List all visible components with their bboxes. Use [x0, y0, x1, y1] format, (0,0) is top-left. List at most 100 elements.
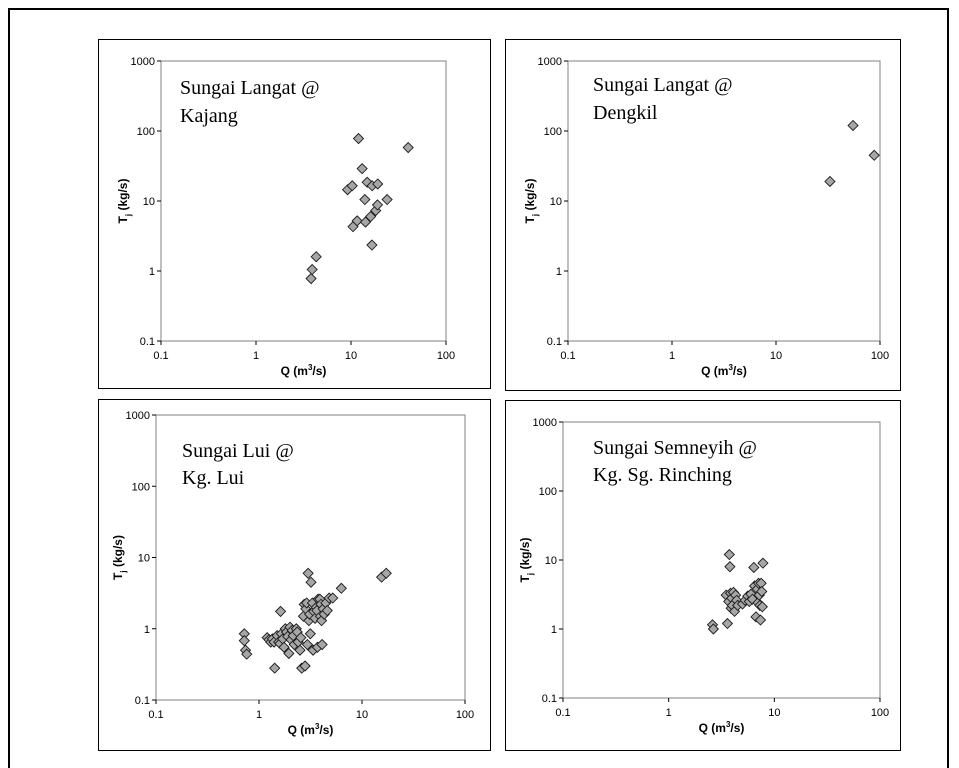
- data-point: [241, 648, 253, 660]
- data-point: [352, 132, 365, 145]
- data-point: [304, 628, 316, 640]
- y-tick-label: 10: [143, 196, 155, 208]
- data-point: [748, 561, 760, 574]
- data-point: [274, 605, 287, 618]
- data-point: [283, 647, 295, 660]
- x-tick-label: 1: [666, 707, 672, 719]
- data-point: [310, 251, 322, 263]
- data-point: [316, 638, 328, 651]
- data-point: [359, 193, 371, 206]
- station-title-line: Sungai Semneyih @: [593, 437, 757, 459]
- y-tick-label: 1: [144, 624, 150, 636]
- x-tick-label: 100: [437, 350, 455, 362]
- y-tick-label: 100: [544, 126, 562, 138]
- station-title-line: Dengkil: [593, 102, 658, 124]
- data-point: [269, 662, 281, 674]
- chart-panel-kajang: 0.1 1 10 100 0.1 1 10 100 1000 Q (m3/s) Tj (kg/s) S…: [98, 39, 491, 389]
- station-title-line: Kajang: [180, 105, 238, 127]
- x-tick-label: 10: [768, 707, 780, 719]
- y-tick-label: 1: [551, 624, 557, 636]
- x-tick-label: 0.1: [153, 350, 168, 362]
- data-point: [757, 557, 769, 569]
- x-axis-title: Q (m3/s): [288, 722, 334, 737]
- station-title-line: Kg. Lui: [182, 467, 245, 489]
- y-tick-label: 1: [556, 266, 562, 278]
- x-tick-label: 10: [345, 350, 357, 362]
- data-point: [302, 567, 314, 579]
- y-tick-label: 0.1: [542, 693, 557, 705]
- y-axis-title: Tj (kg/s): [111, 535, 128, 580]
- data-point: [372, 178, 384, 190]
- chart-svg-dengkil: 0.1 1 10 100 0.1 1 10 100 1000 Q (m3/s) Tj (kg/s) S…: [523, 56, 889, 378]
- data-point: [402, 141, 414, 154]
- data-point: [351, 215, 363, 227]
- chart-svg-kg-lui: 0.1 1 10 100 0.1 1 10 100 1000 Q (m3/s) Tj (kg/s) S…: [111, 410, 474, 737]
- data-point: [868, 149, 880, 161]
- y-tick-label: 10: [138, 553, 150, 565]
- chart-panel-kg-lui: 0.1 1 10 100 0.1 1 10 100 1000 Q (m3/s) Tj (kg/s) S…: [98, 399, 491, 751]
- figure-frame: [8, 8, 949, 768]
- x-tick-label: 1: [669, 350, 675, 362]
- data-point: [366, 239, 378, 251]
- data-point: [380, 567, 392, 579]
- data-point: [756, 601, 768, 613]
- y-tick-label: 1000: [131, 56, 155, 68]
- x-tick-label: 0.1: [555, 707, 570, 719]
- station-title-line: Sungai Langat @: [593, 74, 733, 96]
- x-axis-title: Q (m3/s): [281, 363, 327, 378]
- x-tick-label: 0.1: [148, 709, 163, 721]
- data-point: [724, 561, 736, 573]
- y-tick-label: 100: [539, 486, 557, 498]
- data-point: [721, 617, 734, 630]
- y-tick-label: 0.1: [140, 336, 155, 348]
- chart-panel-rinching: 0.1 1 10 100 0.1 1 10 100 1000 Q (m3/s) Tj (kg/s) S…: [505, 400, 901, 751]
- chart-svg-rinching: 0.1 1 10 100 0.1 1 10 100 1000 Q (m3/s) Tj (kg/s) S…: [518, 417, 889, 735]
- data-point: [321, 604, 333, 617]
- x-tick-label: 100: [871, 350, 889, 362]
- x-axis-title: Q (m3/s): [699, 720, 745, 735]
- plot-area: [160, 60, 447, 342]
- data-point: [371, 199, 384, 211]
- data-point: [723, 548, 735, 561]
- x-tick-label: 10: [770, 350, 782, 362]
- x-tick-label: 1: [253, 350, 259, 362]
- x-axis-title: Q (m3/s): [701, 363, 747, 378]
- data-point: [346, 180, 358, 192]
- x-tick-label: 0.1: [560, 350, 575, 362]
- chart-panel-dengkil: 0.1 1 10 100 0.1 1 10 100 1000 Q (m3/s) Tj (kg/s) S…: [505, 39, 901, 391]
- data-point: [295, 632, 307, 644]
- y-tick-label: 1000: [533, 417, 557, 429]
- data-point: [327, 592, 339, 604]
- station-title-line: Sungai Lui @: [182, 440, 294, 462]
- data-point: [238, 635, 250, 647]
- y-axis-title: Tj (kg/s): [518, 538, 535, 583]
- data-point: [359, 216, 372, 228]
- data-point: [707, 623, 720, 635]
- x-tick-label: 100: [871, 707, 889, 719]
- station-title-line: Sungai Langat @: [180, 77, 320, 99]
- data-point: [824, 175, 836, 188]
- data-point: [278, 641, 290, 653]
- y-tick-label: 10: [545, 555, 557, 567]
- y-tick-label: 1: [149, 266, 155, 278]
- data-point: [305, 272, 317, 285]
- data-point: [847, 119, 859, 132]
- y-tick-label: 100: [137, 126, 155, 138]
- y-tick-label: 10: [550, 196, 562, 208]
- data-point: [335, 582, 347, 594]
- station-title-line: Kg. Sg. Rinching: [593, 464, 732, 486]
- data-point: [754, 614, 767, 626]
- y-tick-label: 1000: [538, 56, 562, 68]
- data-point: [356, 162, 368, 175]
- data-point: [365, 210, 377, 223]
- y-tick-label: 100: [132, 481, 150, 493]
- y-axis-title: Tj (kg/s): [116, 179, 133, 224]
- data-point: [756, 585, 768, 598]
- data-point: [294, 644, 306, 656]
- data-point: [305, 576, 317, 588]
- data-point: [381, 193, 393, 206]
- x-tick-label: 1: [256, 709, 262, 721]
- y-axis-title: Tj (kg/s): [523, 179, 540, 224]
- y-tick-label: 1000: [126, 410, 150, 422]
- y-tick-label: 0.1: [135, 695, 150, 707]
